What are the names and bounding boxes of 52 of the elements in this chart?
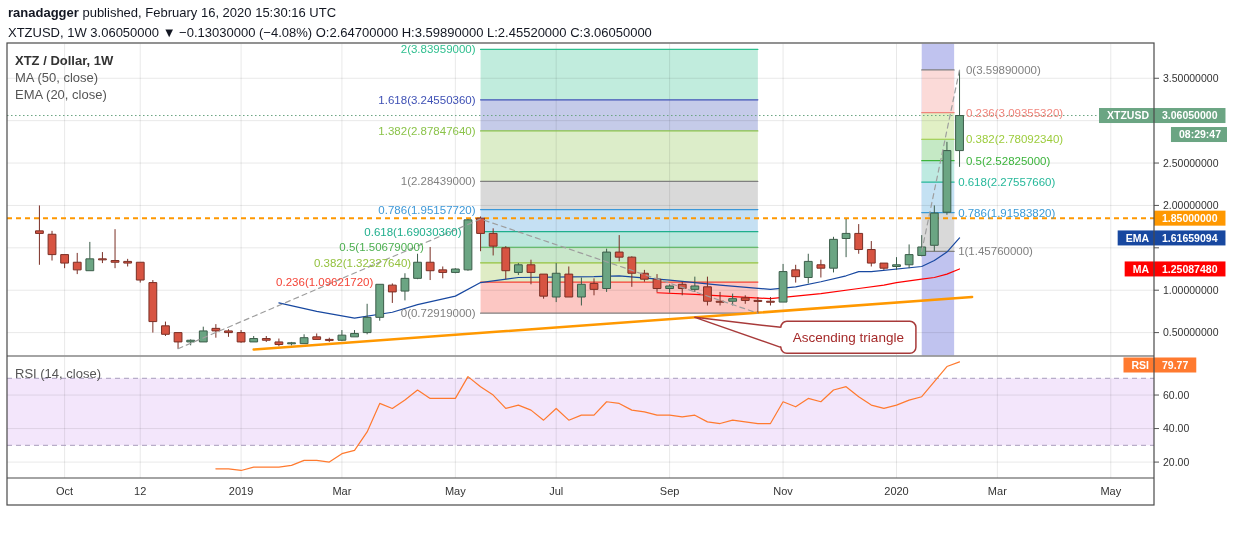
series-label: 0(0.72919000) bbox=[400, 307, 476, 320]
series-label: 1.382(2.87847640) bbox=[378, 124, 476, 137]
series-label: 0(3.59890000) bbox=[965, 63, 1041, 76]
x-tick-label: 12 bbox=[134, 485, 147, 497]
y-tick-label: 79.77 bbox=[1162, 358, 1189, 371]
series-label: 0.236(3.09355320) bbox=[965, 106, 1064, 119]
y-tick-label: 2.00000000 bbox=[1163, 199, 1219, 212]
series-label: 0.5(2.52825000) bbox=[965, 154, 1051, 167]
y-tick-label: 3.50000000 bbox=[1163, 71, 1219, 84]
text: 0.382(1.32327640) bbox=[313, 256, 412, 269]
y-tick-label: 40.00 bbox=[1163, 422, 1190, 435]
text: 0.5(1.50679000) bbox=[339, 241, 424, 254]
series-label: 1(1.45760000) bbox=[958, 245, 1034, 258]
x-tick-label: Sep bbox=[659, 485, 680, 497]
series-label: 0.786(1.91583820) bbox=[958, 206, 1056, 219]
y-tick-label: 1.00000000 bbox=[1163, 283, 1219, 296]
x-tick-label: 2019 bbox=[228, 485, 254, 497]
chart-title: ranadagger published, February 16, 2020 15:30:16 UTC bbox=[8, 5, 337, 20]
annotation: Ascending triangle bbox=[792, 330, 904, 346]
x-tick-label: May bbox=[1100, 485, 1122, 497]
series-label: 0.618(1.69030360) bbox=[364, 225, 462, 238]
annotation: XTZ / Dollar, 1W bbox=[15, 53, 114, 68]
x-tick-label: 2020 bbox=[884, 485, 909, 497]
y-tick-label: 1.61659094 bbox=[1162, 231, 1218, 244]
annotation: RSI (14, close) bbox=[15, 366, 101, 381]
y-tick-label: 0.50000000 bbox=[1163, 326, 1219, 339]
y-tick-label: 2.50000000 bbox=[1163, 156, 1219, 169]
y-tick-label: 60.00 bbox=[1163, 388, 1190, 401]
x-tick-label: Nov bbox=[773, 485, 794, 497]
series-label: 2(3.83959000) bbox=[400, 43, 476, 56]
annotation: MA (50, close) bbox=[15, 69, 99, 85]
series-label: 1.618(3.24550360) bbox=[378, 93, 476, 106]
annotation: EMA (20, close) bbox=[15, 86, 107, 102]
x-tick-label: Mar bbox=[987, 485, 1008, 497]
text: 0.236(1.09621720) bbox=[276, 276, 374, 289]
x-tick-label: Jul bbox=[549, 485, 564, 497]
ref-line-label: 3.06050000 08:29:47 bbox=[1162, 109, 1222, 141]
x-tick-label: Oct bbox=[56, 485, 74, 497]
chart-subtitle: XTZUSD, 1W 3.06050000 ▼ −0.13030000 (−4.08%) O:2.64700000 H:3.59890000 L:2.45520000 C:3.06050000 bbox=[8, 25, 652, 40]
y-tick-label: 20.00 bbox=[1163, 455, 1190, 468]
y-tick-label: 1.25087480 bbox=[1162, 262, 1218, 275]
x-tick-label: Mar bbox=[332, 485, 352, 497]
text: XTZUSD bbox=[1107, 109, 1150, 122]
series-label: 1(2.28439000) bbox=[400, 175, 476, 188]
series-label: 0.786(1.95157720) bbox=[378, 203, 476, 216]
legend-label: RSI bbox=[1131, 358, 1150, 371]
series-label: 0.618(2.27557660) bbox=[958, 176, 1056, 189]
text: MA bbox=[1132, 262, 1150, 275]
ref-line-label: 1.85000000 bbox=[1162, 211, 1218, 224]
text: EMA bbox=[1125, 231, 1150, 244]
series-label: 0.382(2.78092340) bbox=[965, 133, 1064, 146]
x-tick-label: May bbox=[444, 485, 467, 497]
